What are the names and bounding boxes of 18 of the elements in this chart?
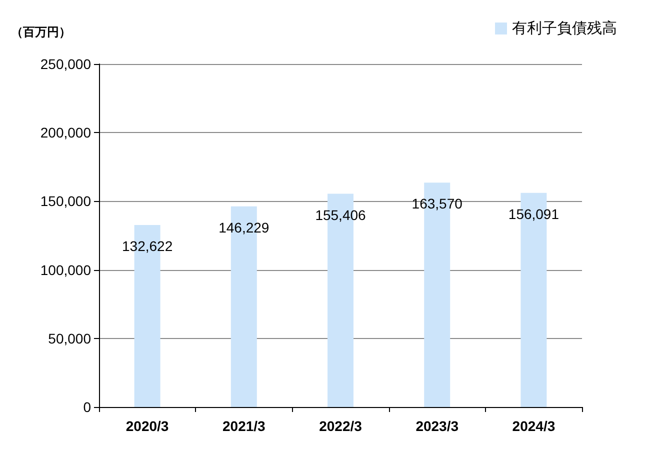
data-label: 156,091 <box>508 206 560 222</box>
x-tick-label: 2023/3 <box>416 418 459 434</box>
data-label: 132,622 <box>122 238 173 254</box>
data-label: 163,570 <box>412 196 463 212</box>
data-label: 146,229 <box>218 219 270 236</box>
x-tick-label: 2020/3 <box>126 418 169 434</box>
y-tick-label: 0 <box>83 399 92 415</box>
y-tick-label: 150,000 <box>40 193 92 210</box>
y-tick-label: 100,000 <box>40 262 92 278</box>
x-tick-label: 2024/3 <box>512 418 556 434</box>
x-tick-label: 2021/3 <box>222 418 266 434</box>
legend-label: 有利子負債残高 <box>512 20 617 37</box>
y-tick-label: 50,000 <box>48 330 92 346</box>
x-tick-label: 2022/3 <box>319 418 362 434</box>
data-label: 155,406 <box>315 206 366 223</box>
y-tick-label: 200,000 <box>40 124 92 141</box>
y-tick-label: 250,000 <box>40 56 92 72</box>
y-axis-title: （百万円） <box>11 25 71 39</box>
